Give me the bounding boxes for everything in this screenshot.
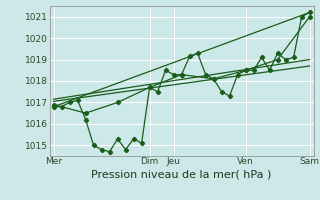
X-axis label: Pression niveau de la mer( hPa ): Pression niveau de la mer( hPa ) [92, 169, 272, 179]
